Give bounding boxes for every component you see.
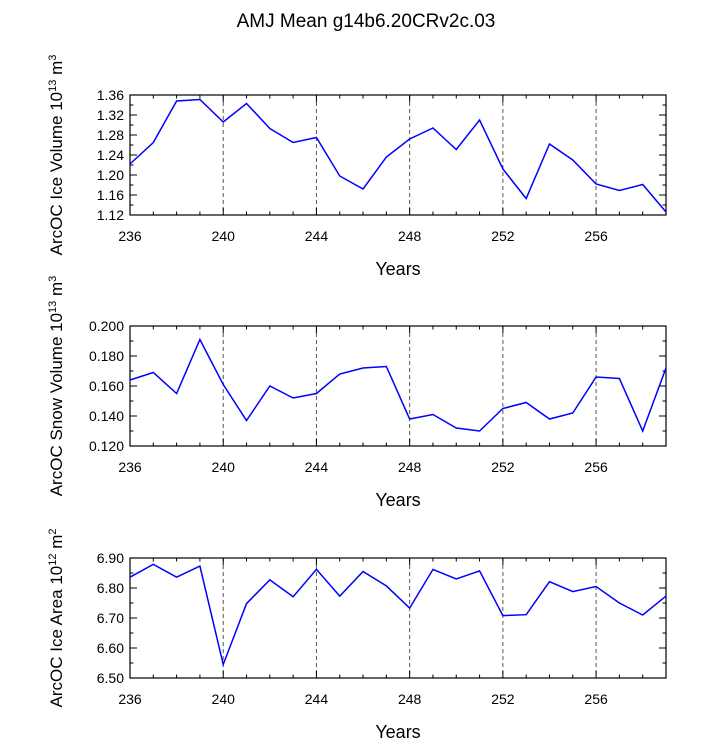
x-tick-label: 244 — [305, 459, 329, 475]
series-line — [129, 337, 667, 433]
y-axis-label-prefix: ArcOC Ice Volume 10 — [47, 92, 66, 255]
y-axis-label-suffix: m — [47, 535, 66, 554]
y-tick-label: 6.90 — [97, 550, 124, 566]
y-tick-label: 0.180 — [89, 348, 124, 364]
panel-1: 236 240 244 248 252 256 1.12 1.16 1.20 1.24 1.28 1.… — [47, 55, 667, 279]
x-tick-label: 236 — [118, 691, 142, 707]
x-tick-label: 240 — [212, 691, 236, 707]
y-axis-label-exp: 13 — [47, 301, 59, 313]
panel-3: 236 240 244 248 252 256 6.50 6.60 6.70 6.80 6.90 Ye… — [47, 529, 667, 738]
y-tick-label: 0.120 — [89, 438, 124, 454]
x-tick-label: 244 — [305, 691, 329, 707]
y-tick-label: 6.70 — [97, 610, 124, 626]
x-tick-label: 252 — [491, 691, 515, 707]
plot-frame — [129, 325, 667, 447]
y-tick-label: 1.32 — [97, 107, 124, 123]
y-axis-label: ArcOC Snow Volume 1013 m3 — [47, 276, 66, 497]
series-line — [129, 98, 667, 213]
y-tick-label: 0.140 — [89, 408, 124, 424]
y-axis-label-unit-exp: 3 — [47, 276, 59, 282]
y-tick-label: 1.16 — [97, 187, 124, 203]
x-tick-label: 256 — [584, 228, 608, 244]
x-tick-label: 248 — [398, 228, 422, 244]
x-tick-label: 236 — [118, 228, 142, 244]
series-line — [129, 563, 667, 668]
y-axis-label-prefix: ArcOC Ice Area 10 — [47, 566, 66, 708]
x-axis-label: Years — [375, 490, 420, 510]
y-tick-label: 1.12 — [97, 207, 124, 223]
figure-title: AMJ Mean g14b6.20CRv2c.03 — [237, 11, 496, 32]
y-tick-label: 6.80 — [97, 580, 124, 596]
x-tick-label: 256 — [584, 459, 608, 475]
y-tick-label: 6.60 — [97, 640, 124, 656]
y-tick-label: 0.200 — [89, 318, 124, 334]
x-axis-label: Years — [375, 722, 420, 738]
y-axis-label: ArcOC Ice Volume 1013 m3 — [47, 55, 66, 256]
x-tick-label: 248 — [398, 459, 422, 475]
x-tick-label: 240 — [212, 459, 236, 475]
x-tick-label: 240 — [212, 228, 236, 244]
x-tick-label: 244 — [305, 228, 329, 244]
x-tick-label: 252 — [491, 228, 515, 244]
y-tick-label: 1.36 — [97, 87, 124, 103]
y-axis-label-unit-exp: 2 — [47, 529, 59, 535]
y-tick-label: 6.50 — [97, 670, 124, 686]
x-axis-label: Years — [375, 259, 420, 279]
y-tick-label: 1.28 — [97, 127, 124, 143]
y-axis-label-unit-exp: 3 — [47, 55, 59, 61]
y-tick-label: 1.24 — [97, 147, 124, 163]
x-tick-label: 252 — [491, 459, 515, 475]
y-tick-label: 1.20 — [97, 167, 124, 183]
y-tick-label: 0.160 — [89, 378, 124, 394]
x-tick-label: 236 — [118, 459, 142, 475]
x-tick-label: 256 — [584, 691, 608, 707]
y-axis-label-suffix: m — [47, 61, 66, 80]
y-axis-label: ArcOC Ice Area 1012 m2 — [47, 529, 66, 708]
plot-frame — [129, 557, 667, 679]
y-axis-label-exp: 13 — [47, 80, 59, 92]
y-axis-label-prefix: ArcOC Snow Volume 10 — [47, 313, 66, 496]
plot-frame — [129, 94, 667, 216]
x-tick-label: 248 — [398, 691, 422, 707]
panel-2: 236 240 244 248 252 256 0.120 0.140 0.160 0.180 0.… — [47, 276, 667, 510]
y-axis-label-exp: 12 — [47, 554, 59, 566]
y-axis-label-suffix: m — [47, 282, 66, 301]
